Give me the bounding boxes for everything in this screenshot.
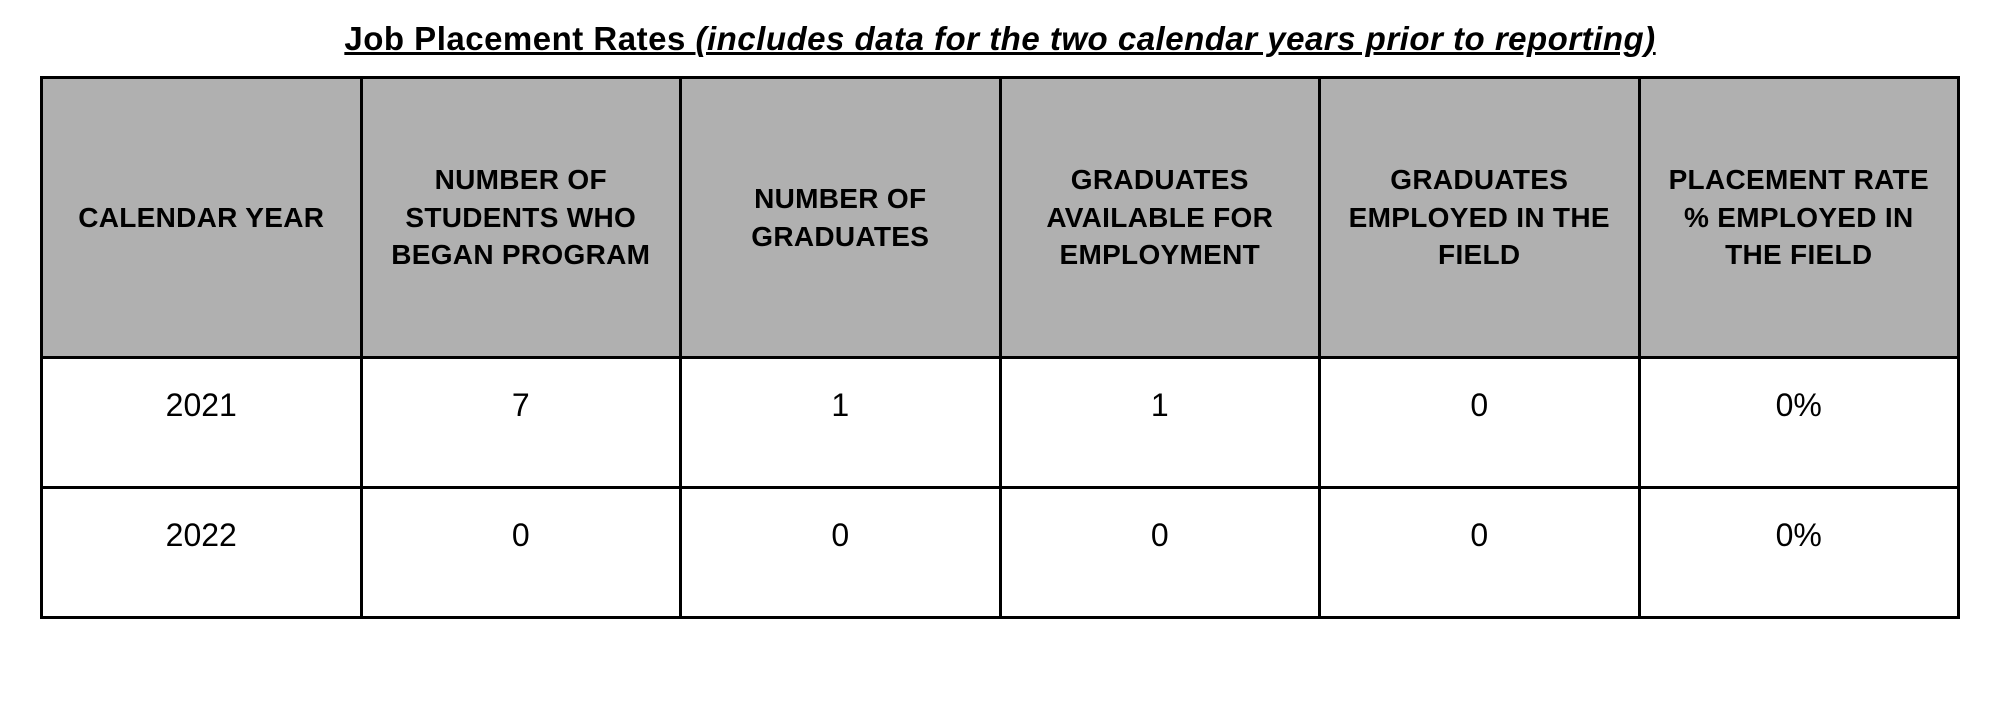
col-calendar-year: CALENDAR YEAR [42, 78, 362, 358]
title-main: Job Placement Rates [344, 20, 695, 57]
cell-grads: 0 [681, 488, 1001, 618]
table-row: 2021 7 1 1 0 0% [42, 358, 1959, 488]
cell-rate: 0% [1639, 488, 1959, 618]
col-available: GRADUATES AVAILABLE FOR EMPLOYMENT [1000, 78, 1320, 358]
cell-emp: 0 [1320, 488, 1640, 618]
placement-table: CALENDAR YEAR NUMBER OF STUDENTS WHO BEG… [40, 76, 1960, 619]
cell-year: 2021 [42, 358, 362, 488]
col-rate: PLACEMENT RATE % EMPLOYED IN THE FIELD [1639, 78, 1959, 358]
table-header-row: CALENDAR YEAR NUMBER OF STUDENTS WHO BEG… [42, 78, 1959, 358]
cell-emp: 0 [1320, 358, 1640, 488]
col-graduates: NUMBER OF GRADUATES [681, 78, 1001, 358]
col-employed: GRADUATES EMPLOYED IN THE FIELD [1320, 78, 1640, 358]
cell-rate: 0% [1639, 358, 1959, 488]
title-sub: (includes data for the two calendar year… [695, 20, 1655, 57]
cell-avail: 1 [1000, 358, 1320, 488]
page-title-wrap: Job Placement Rates (includes data for t… [40, 20, 1960, 58]
page-title: Job Placement Rates (includes data for t… [344, 20, 1655, 58]
cell-began: 7 [361, 358, 681, 488]
cell-began: 0 [361, 488, 681, 618]
cell-grads: 1 [681, 358, 1001, 488]
cell-year: 2022 [42, 488, 362, 618]
table-row: 2022 0 0 0 0 0% [42, 488, 1959, 618]
col-students-began: NUMBER OF STUDENTS WHO BEGAN PROGRAM [361, 78, 681, 358]
cell-avail: 0 [1000, 488, 1320, 618]
